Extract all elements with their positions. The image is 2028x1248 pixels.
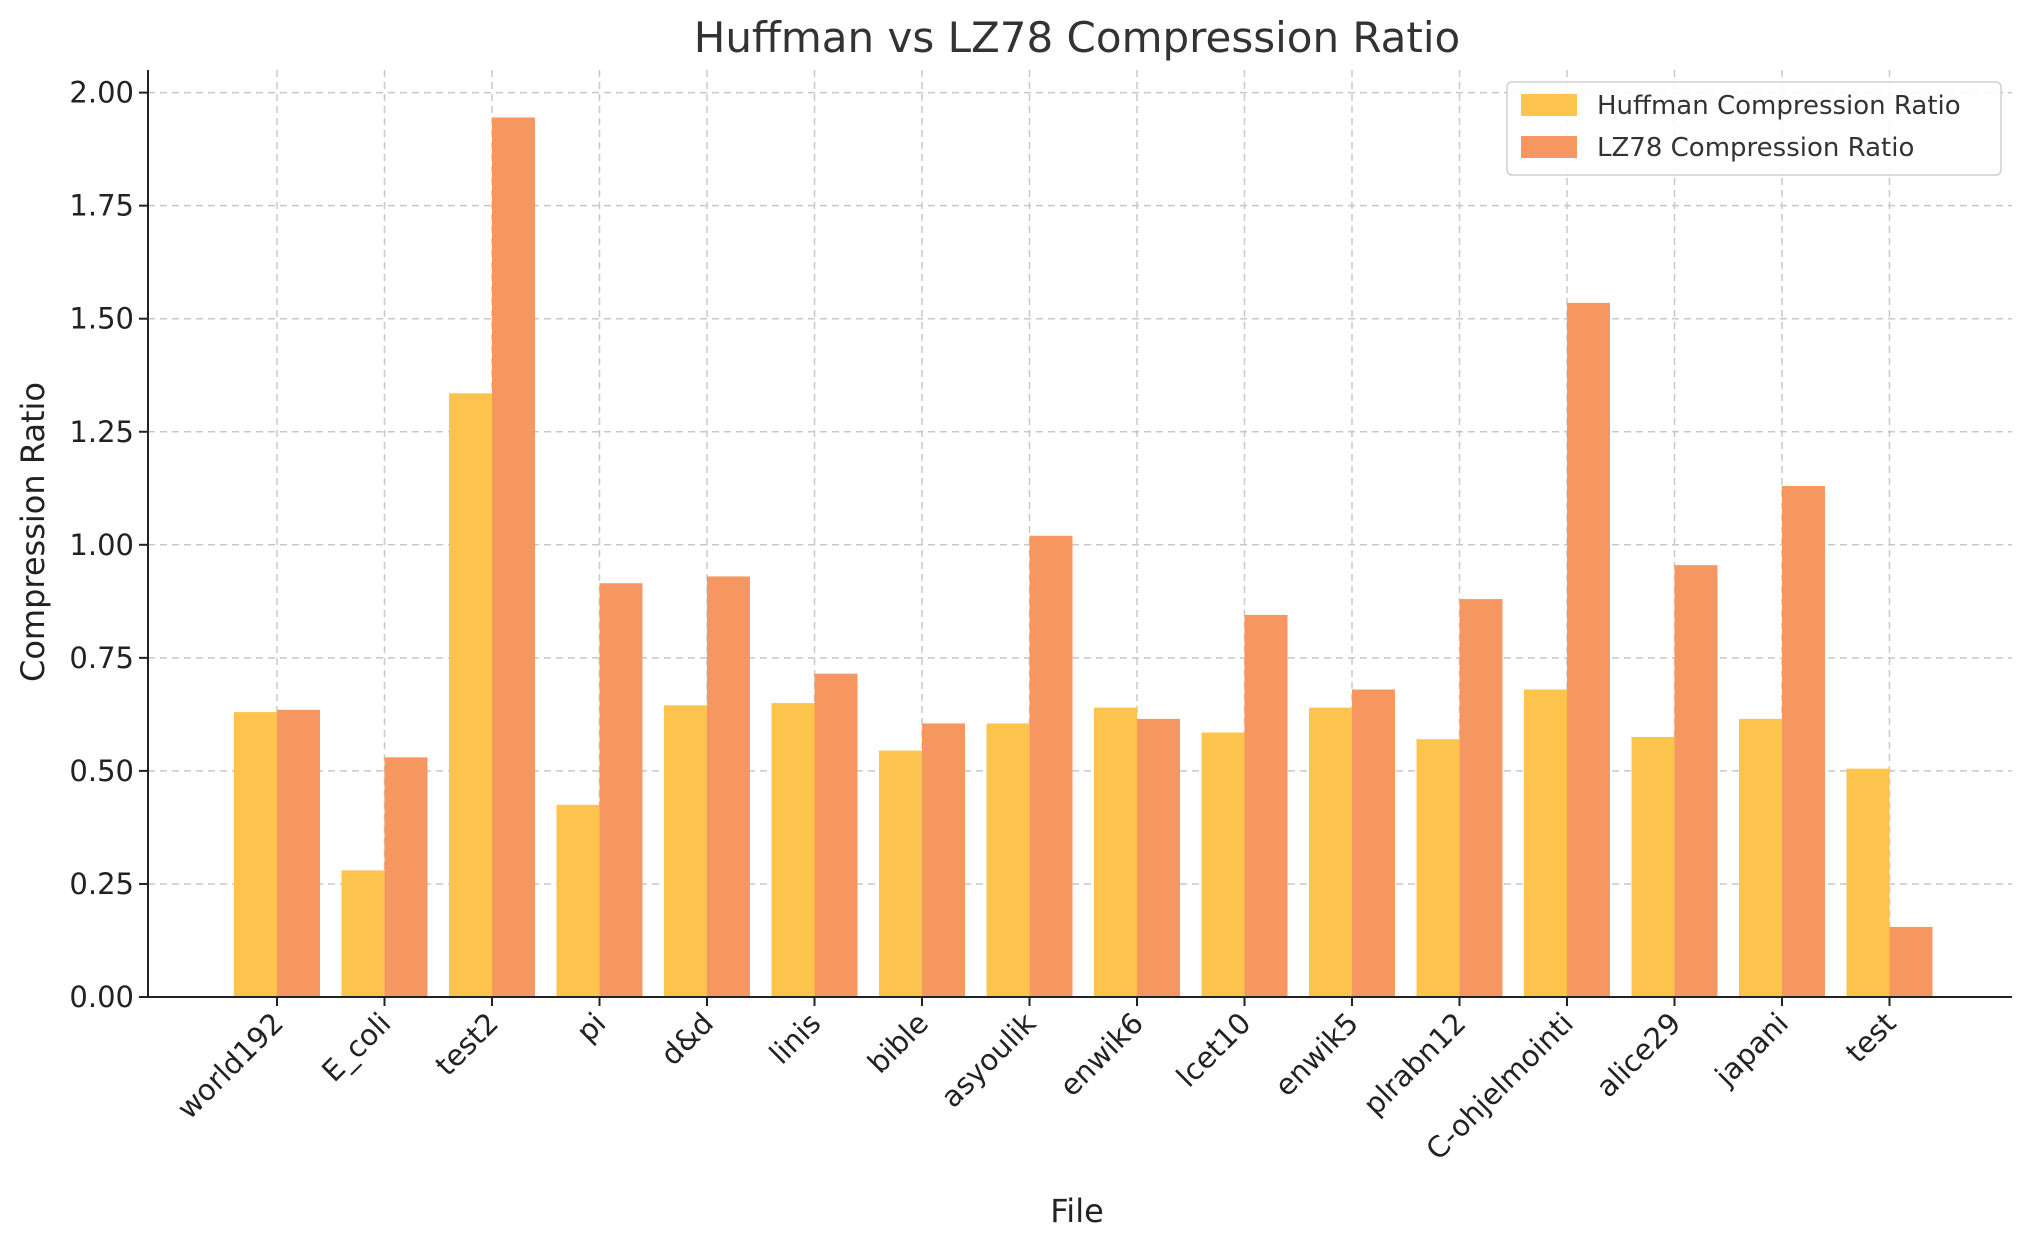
x-ticks: world192 E_coli test2 pi d&d linis bible asyoul… [170,997,1902,1167]
lz78-bar-11 [1459,599,1503,997]
lz78-bar-2 [492,117,535,998]
x-tick-label: linis [763,1006,828,1071]
y-tick-label: 1.75 [69,189,134,223]
y-tick-label: 0.25 [69,867,134,901]
y-tick-label: 2.00 [69,76,134,110]
lz78-bar-1 [384,757,428,997]
x-tick-label: world192 [170,1006,290,1126]
x-tick-label: test [1839,1006,1902,1069]
lz78-bar-9 [1244,614,1288,997]
y-axis-label: Compression Ratio [14,382,52,682]
x-tick-label: bible [861,1006,935,1080]
lz78-bar-5 [814,673,858,997]
x-tick-label: d&d [654,1006,720,1072]
y-tick-label: 0.50 [69,754,134,788]
lz78-bar-15 [1889,926,1933,997]
lz78-bar-8 [1137,718,1180,997]
axes [147,70,2012,998]
huffman-bar-14 [1739,718,1782,997]
bars [234,117,1933,998]
lz78-bar-14 [1782,486,1825,997]
y-tick-label: 0.75 [69,641,134,675]
lz78-bar-12 [1567,302,1610,997]
x-tick-label: lcet10 [1170,1006,1258,1094]
huffman-bar-1 [341,870,385,997]
legend: Huffman Compression Ratio LZ78 Compressio… [1506,81,2002,176]
huffman-bar-11 [1416,739,1460,997]
grid [148,70,2012,998]
lz78-bar-4 [707,576,750,997]
legend-box [1506,81,2002,176]
lz78-bar-10 [1352,689,1395,997]
huffman-bar-5 [771,703,815,997]
chart-title: Huffman vs LZ78 Compression Ratio [694,13,1461,62]
huffman-bar-3 [556,804,600,997]
x-tick-label: asyoulik [934,1006,1042,1114]
lz78-bar-6 [922,723,965,997]
huffman-bar-12 [1524,689,1567,997]
lz78-bar-3 [599,583,643,997]
y-tick-label: 1.50 [69,302,134,336]
lz78-bar-13 [1674,565,1718,997]
x-axis-label: File [1050,1192,1104,1230]
y-tick-label: 1.25 [69,415,134,449]
x-tick-label: japani [1708,1006,1795,1093]
y-tick-label: 0.00 [69,980,134,1014]
huffman-bar-0 [234,712,277,997]
huffman-bar-7 [986,723,1030,997]
legend-swatch [1521,94,1577,116]
x-tick-label: plrabn12 [1357,1006,1473,1122]
legend-label: LZ78 Compression Ratio [1597,133,1914,163]
huffman-bar-2 [449,393,492,997]
x-tick-label: enwik6 [1053,1006,1150,1103]
huffman-bar-15 [1846,768,1890,997]
huffman-bar-13 [1631,736,1675,997]
lz78-bar-0 [277,709,320,997]
y-tick-label: 1.00 [69,528,134,562]
x-tick-label: alice29 [1589,1006,1687,1104]
x-tick-label: test2 [428,1006,504,1082]
huffman-bar-6 [879,750,922,997]
x-tick-label: enwik5 [1268,1006,1365,1103]
y-ticks: 0.00 0.25 0.50 0.75 1.00 1.25 1.50 1.75 2.00 [69,76,148,1014]
x-tick-label: pi [570,1006,613,1049]
legend-swatch [1521,136,1577,158]
legend-label: Huffman Compression Ratio [1597,91,1961,121]
huffman-bar-9 [1201,732,1245,997]
huffman-bar-8 [1094,707,1137,997]
huffman-bar-4 [664,705,707,997]
x-tick-label: E_coli [315,1006,397,1088]
lz78-bar-7 [1029,535,1073,997]
huffman-bar-10 [1309,707,1352,997]
